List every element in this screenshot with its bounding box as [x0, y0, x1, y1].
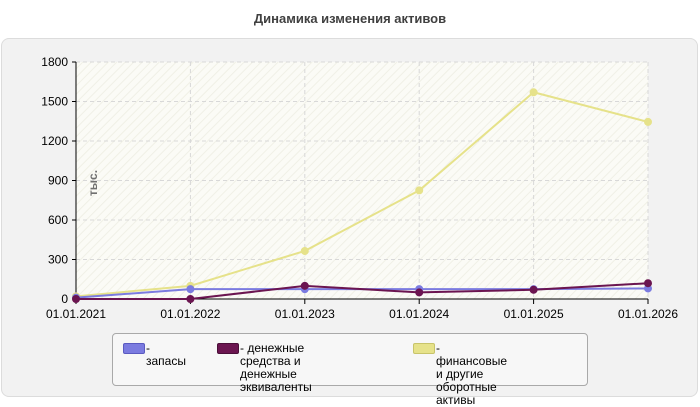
series-line-2: [75, 91, 649, 298]
tick-labels: 0 300 600 900 1200 1500 1800 01.01.2021 01.01.20…: [41, 55, 678, 321]
data-point-0-1: [186, 285, 195, 294]
series-lines: [72, 88, 652, 303]
y-tick-label: 0: [61, 292, 68, 306]
x-tick-label: 01.01.2023: [275, 307, 335, 321]
legend: - запасы - денежные средства и денежные …: [112, 333, 588, 407]
x-tick-label: 01.01.2021: [46, 307, 106, 321]
x-tick-label: 01.01.2025: [504, 307, 564, 321]
legend-label-zapasy: - запасы: [146, 341, 186, 368]
x-tick-label: 01.01.2026: [618, 307, 678, 321]
data-point-2-5: [644, 117, 652, 126]
legend-swatch-zapasy: [123, 343, 145, 354]
data-point-2-2: [300, 246, 309, 255]
x-tick-label: 01.01.2022: [160, 307, 220, 321]
data-point-1-3: [415, 288, 424, 297]
data-point-1-2: [300, 281, 309, 290]
x-tick-label: 01.01.2024: [389, 307, 449, 321]
y-tick-label: 1200: [41, 134, 68, 148]
legend-label-financial: - финансовые и другие оборотные активы: [436, 341, 507, 407]
legend-swatch-cash: [217, 343, 239, 354]
data-point-1-5: [644, 279, 652, 288]
chart-title: Динамика изменения активов: [253, 11, 447, 26]
grid-lines: [76, 61, 649, 299]
data-point-1-0: [72, 295, 80, 303]
data-point-1-1: [186, 295, 195, 303]
legend-label-cash: - денежные средства и денежные эквивален…: [240, 341, 312, 394]
data-point-1-4: [529, 285, 538, 294]
y-tick-label: 1800: [41, 55, 68, 69]
y-tick-label: 300: [48, 253, 68, 267]
data-point-2-4: [529, 88, 538, 97]
y-axis-label: тыс.: [86, 169, 100, 197]
data-point-2-3: [415, 186, 424, 195]
series-line-1: [76, 282, 649, 300]
legend-swatch-financial: [413, 343, 435, 354]
y-tick-label: 1500: [41, 95, 68, 109]
y-tick-label: 900: [48, 174, 68, 188]
y-tick-label: 600: [48, 213, 68, 227]
